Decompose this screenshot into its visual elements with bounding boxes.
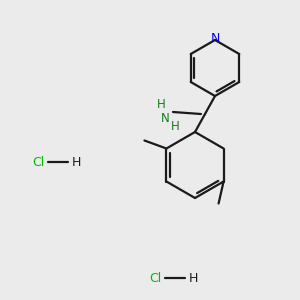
Text: H: H	[71, 155, 81, 169]
Text: H: H	[171, 119, 179, 133]
Text: N: N	[210, 32, 220, 44]
Text: H: H	[188, 272, 198, 284]
Text: Cl: Cl	[32, 155, 44, 169]
Text: N: N	[160, 112, 169, 124]
Text: Cl: Cl	[149, 272, 161, 284]
Text: H: H	[157, 98, 165, 110]
